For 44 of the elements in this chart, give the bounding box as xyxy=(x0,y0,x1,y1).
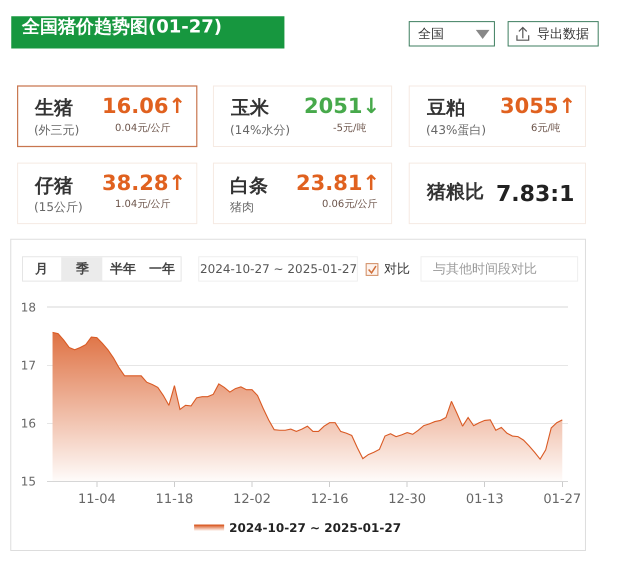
x-tick-label: 12-16 xyxy=(310,492,348,507)
text: 玉米 xyxy=(230,97,270,119)
text: 7.83:1 xyxy=(496,182,574,207)
text: 豆粕 xyxy=(426,97,465,119)
x-tick-label: 11-18 xyxy=(156,492,194,507)
y-tick-label: 18 xyxy=(20,300,36,315)
x-tick-label: 01-13 xyxy=(466,492,504,507)
text: 猪粮比 xyxy=(426,181,484,203)
text: 0.04元/公斤 xyxy=(115,122,171,134)
x-tick-label: 11-04 xyxy=(78,492,116,507)
text: 16.06↑ xyxy=(102,94,186,118)
y-tick-label: 16 xyxy=(20,416,36,431)
legend-label: 2024-10-27 ~ 2025-01-27 xyxy=(229,520,402,535)
text: 1.04元/公斤 xyxy=(115,198,171,210)
y-tick-label: 17 xyxy=(20,358,36,373)
text: 对比 xyxy=(384,262,410,277)
text: 一年 xyxy=(149,262,175,277)
text: 6元/吨 xyxy=(531,122,561,134)
text: (43%蛋白) xyxy=(426,123,486,137)
text: 2024-10-27 ~ 2025-01-27 xyxy=(200,262,358,276)
text: 猪肉 xyxy=(230,200,254,214)
x-tick-label: 12-02 xyxy=(233,492,271,507)
text: 白条 xyxy=(230,175,268,197)
text: 23.81↑ xyxy=(296,171,380,195)
x-tick-label: 01-27 xyxy=(543,492,582,507)
text: 生猪 xyxy=(34,97,73,119)
chart-title: 全国猪价趋势图(01-27) xyxy=(21,16,222,38)
text: 0.06元/公斤 xyxy=(322,198,378,210)
text: 38.28↑ xyxy=(102,171,186,195)
text: 2051↓ xyxy=(304,94,380,118)
text: (14%水分) xyxy=(230,123,290,137)
text: 与其他时间段对比 xyxy=(433,262,537,277)
text: 全国 xyxy=(418,27,444,42)
text: 仔猪 xyxy=(34,175,73,197)
text: 3055↑ xyxy=(500,94,576,118)
text: -5元/吨 xyxy=(333,122,366,134)
text: (15公斤) xyxy=(34,200,83,214)
text: 月 xyxy=(34,262,48,277)
text: 季 xyxy=(75,261,89,277)
text: (外三元) xyxy=(34,123,80,137)
text: 半年 xyxy=(109,262,136,277)
x-tick-label: 12-30 xyxy=(388,492,426,507)
y-tick-label: 15 xyxy=(20,474,36,488)
text: 导出数据 xyxy=(537,27,589,42)
